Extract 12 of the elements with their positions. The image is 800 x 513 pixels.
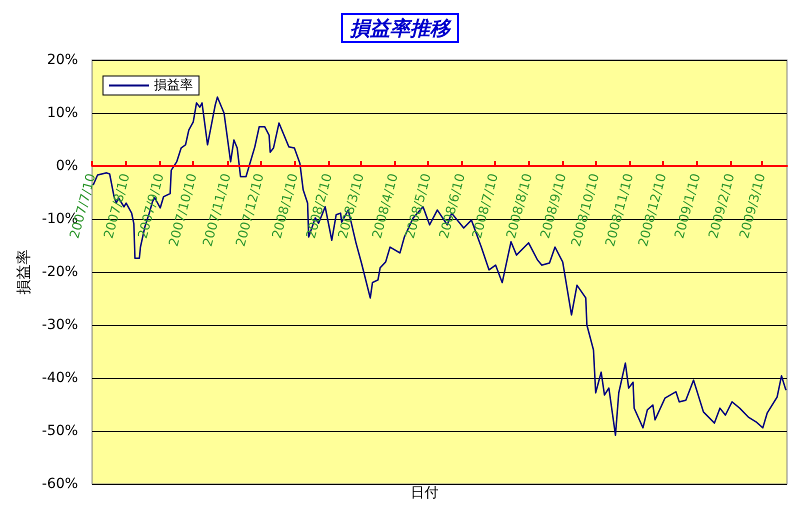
y-tick-label: -60%	[42, 476, 78, 492]
y-tick-label: 0%	[56, 158, 78, 174]
y-tick-label: -20%	[42, 264, 78, 280]
y-tick-label: -40%	[42, 370, 78, 386]
chart-title: 損益率推移	[349, 16, 452, 40]
y-tick-label: 10%	[46, 105, 78, 121]
y-tick-label: -50%	[42, 423, 78, 439]
x-axis-title: 日付	[410, 485, 438, 501]
legend-label: 損益率	[154, 77, 193, 93]
y-tick-label: 20%	[46, 52, 78, 68]
y-axis-title: 損益率	[14, 250, 32, 294]
y-tick-label: -30%	[42, 317, 78, 333]
